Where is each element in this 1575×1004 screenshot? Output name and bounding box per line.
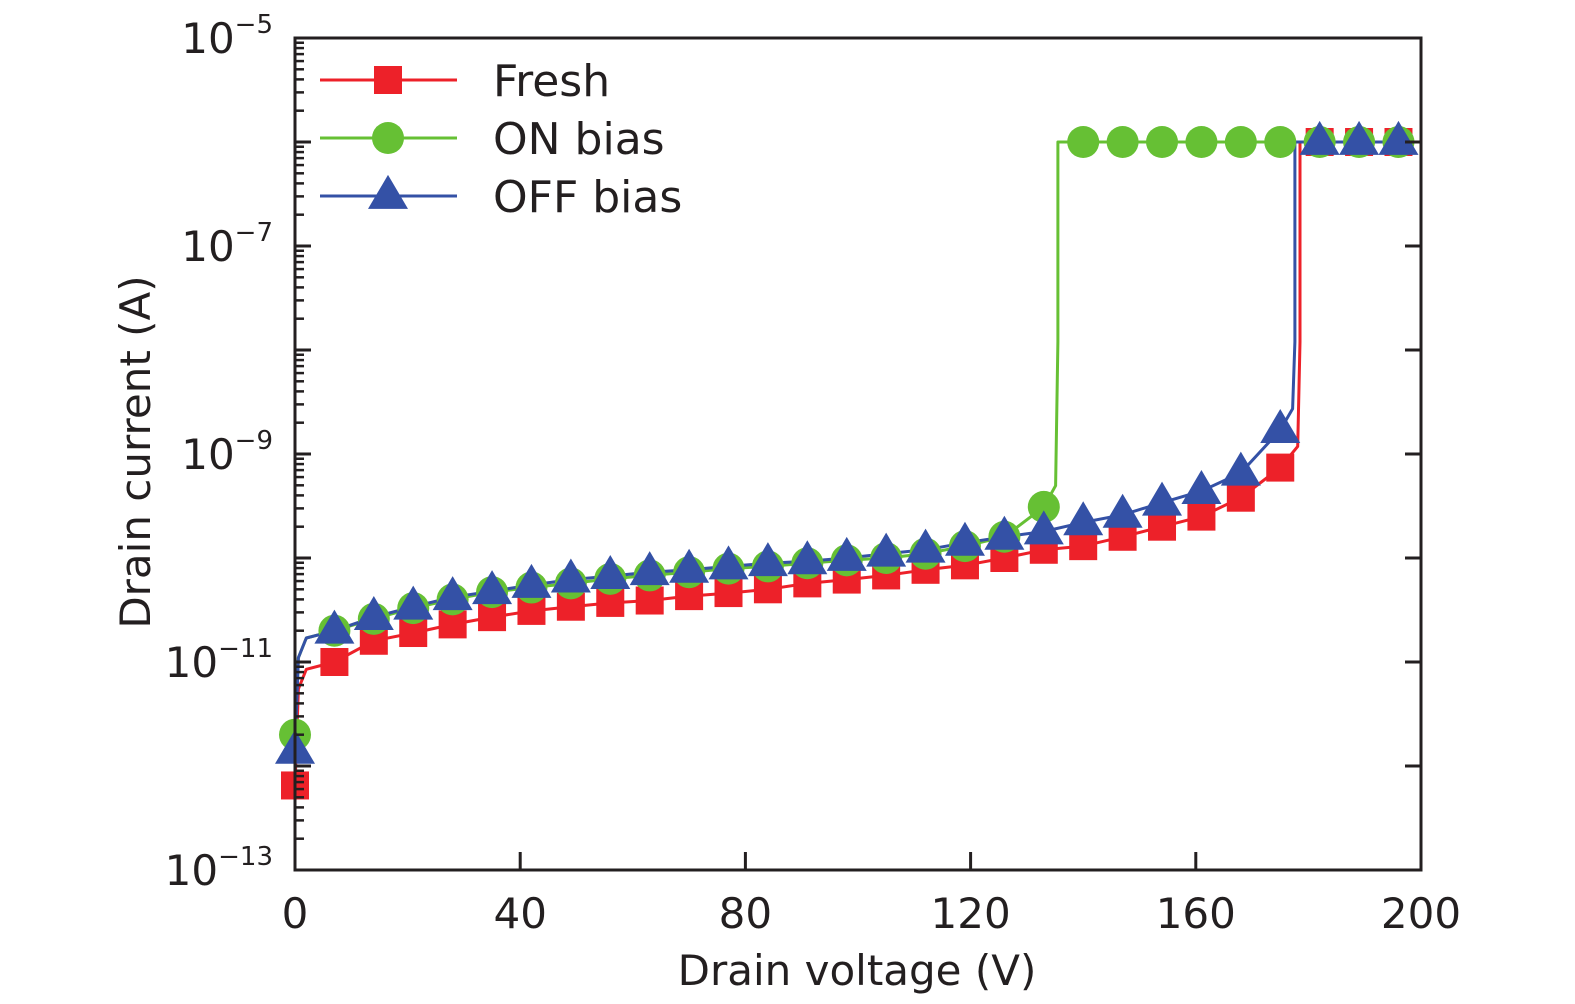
x-tick-label: 120 [931, 889, 1011, 938]
legend-item-fresh: Fresh [320, 56, 610, 107]
data-point [1220, 451, 1261, 486]
legend-item-off-bias: OFF bias [320, 172, 682, 223]
series-layer [275, 120, 1421, 800]
y-tick-label: 10−11 [165, 634, 273, 687]
legend-label: OFF bias [493, 172, 682, 223]
y-axis-title: Drain current (A) [111, 275, 160, 628]
series-line-off-bias [293, 140, 1421, 751]
data-point [320, 648, 349, 676]
data-point [353, 596, 394, 631]
data-point [1023, 510, 1064, 545]
data-point [1148, 512, 1177, 541]
data-point [590, 555, 631, 590]
legend-circle-icon [372, 122, 404, 154]
data-point [1067, 126, 1100, 158]
data-point [1185, 126, 1218, 158]
data-point [1299, 120, 1340, 155]
legend-label: Fresh [493, 56, 610, 107]
data-point [511, 563, 552, 598]
legend-square-icon [374, 66, 402, 94]
legend-label: ON bias [493, 114, 665, 165]
data-point [944, 521, 985, 556]
data-point [708, 545, 749, 580]
legend: Fresh ON bias OFF bias [320, 56, 682, 223]
y-tick-label: 10−9 [181, 426, 273, 479]
data-point [747, 542, 788, 577]
data-point [1027, 490, 1060, 523]
data-point [1102, 493, 1143, 528]
data-point [1224, 126, 1257, 158]
data-point [472, 570, 513, 605]
data-point [669, 548, 710, 583]
legend-triangle-icon [368, 174, 408, 209]
data-point [1146, 126, 1179, 158]
markers-off-bias [275, 120, 1419, 764]
x-tick-label: 0 [282, 889, 309, 938]
data-point [1063, 501, 1104, 536]
x-tick-label: 200 [1381, 889, 1461, 938]
data-point [1260, 408, 1301, 443]
data-point [1181, 470, 1222, 505]
series-line-fresh [293, 140, 1421, 786]
data-point [1106, 126, 1139, 158]
data-point [866, 532, 907, 567]
data-point [905, 528, 946, 563]
legend-item-on-bias: ON bias [320, 114, 665, 165]
data-point [984, 515, 1025, 550]
data-point [1339, 120, 1380, 155]
data-point [1142, 481, 1183, 516]
x-axis-title: Drain voltage (V) [678, 946, 1037, 995]
data-point [393, 585, 434, 620]
y-tick-label: 10−13 [165, 842, 273, 895]
data-point [826, 536, 867, 571]
series-line-on-bias [293, 140, 1421, 735]
y-tick-label: 10−7 [181, 218, 273, 271]
data-point [1069, 532, 1098, 561]
x-tick-label: 80 [719, 889, 772, 938]
y-tick-label: 10−5 [181, 10, 273, 63]
data-point [1187, 502, 1216, 531]
data-point [550, 558, 591, 593]
data-point [629, 551, 670, 586]
data-point [1378, 120, 1419, 155]
data-point [1266, 453, 1295, 482]
data-point [432, 576, 473, 611]
data-point [314, 609, 355, 644]
markers-on-bias [279, 126, 1415, 751]
plot-frame [293, 36, 1423, 872]
x-tick-label: 160 [1156, 889, 1236, 938]
axes-layer: 10−13 10−11 10−9 10−7 10−5 0 40 80 120 160 200 [165, 10, 1461, 938]
data-point [1264, 126, 1297, 158]
data-point [787, 540, 828, 575]
data-point [1226, 483, 1255, 512]
x-tick-label: 40 [493, 889, 546, 938]
